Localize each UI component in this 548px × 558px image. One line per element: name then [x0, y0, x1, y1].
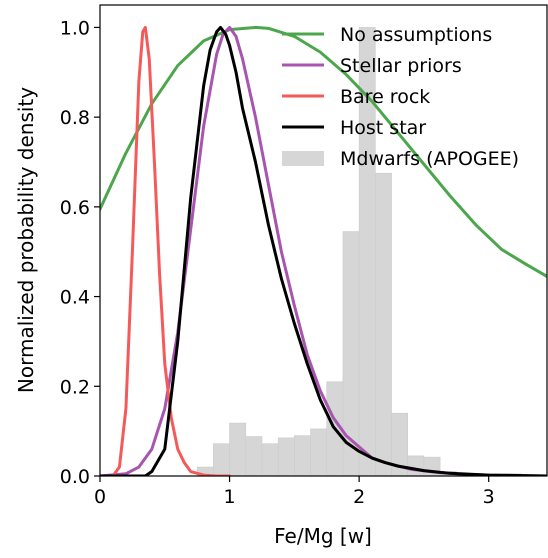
series-lines: [100, 25, 547, 476]
legend-label: No assumptions: [340, 24, 492, 46]
y-tick-label: 0.4: [60, 287, 90, 309]
x-tick-label: 0: [94, 486, 106, 508]
series-line-0: [100, 25, 547, 278]
histogram-bar: [375, 172, 392, 476]
x-axis-label: Fe/Mg [w]: [274, 524, 372, 548]
plot-frame: [99, 4, 548, 477]
y-axis-label: Normalized probability density: [14, 87, 38, 393]
histogram-bar: [229, 422, 247, 476]
histogram-bar: [407, 455, 425, 476]
legend-label: Bare rock: [340, 86, 430, 108]
legend: No assumptions Stellar priors Bare rock Hos…: [282, 24, 519, 170]
histogram-bar: [310, 428, 328, 476]
histogram-bar: [213, 443, 230, 476]
y-tick-label: 1.0: [60, 17, 90, 39]
x-tick-label: 2: [353, 486, 365, 508]
x-axis: 0 1 2 3: [94, 476, 495, 508]
histogram-bar: [294, 435, 311, 476]
histogram-bar: [261, 443, 279, 476]
series-line-3: [100, 25, 547, 476]
y-tick-label: 0.2: [60, 376, 90, 398]
histogram-bars: [196, 27, 522, 476]
x-tick-label: 3: [483, 486, 495, 508]
legend-swatch: [282, 151, 324, 166]
y-axis: 0.0 0.2 0.4 0.6 0.8 1.0: [60, 17, 100, 488]
y-tick-label: 0.8: [60, 107, 90, 129]
series-line-2: [100, 25, 232, 476]
legend-label: Mdwarfs (APOGEE): [340, 148, 519, 170]
histogram-bar: [245, 436, 263, 476]
legend-label: Host star: [340, 117, 426, 139]
histogram-bar: [277, 437, 295, 476]
y-tick-label: 0.0: [60, 466, 90, 488]
y-tick-label: 0.6: [60, 197, 90, 219]
legend-label: Stellar priors: [340, 55, 462, 77]
histogram-bar: [391, 412, 409, 476]
x-tick-label: 1: [224, 486, 236, 508]
